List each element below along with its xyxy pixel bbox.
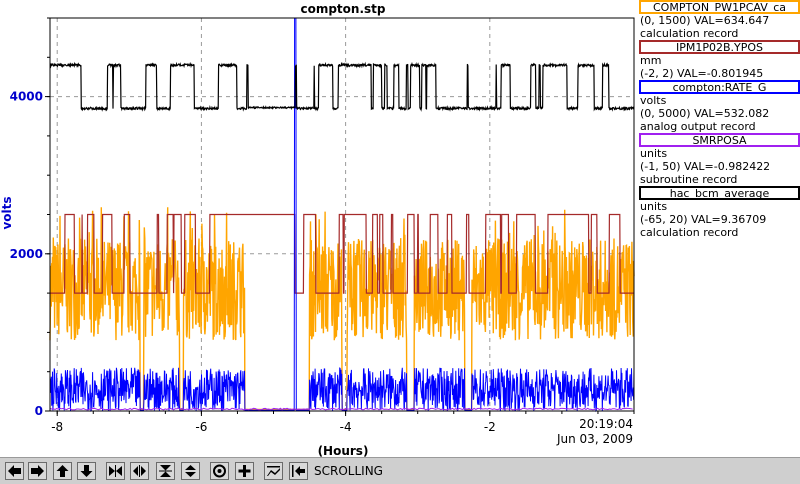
zoom-out-horizontal-button[interactable]	[130, 462, 149, 480]
reset-icon	[238, 465, 251, 477]
x-tick-label: -4	[340, 420, 352, 434]
scroll-status-label: SCROLLING	[314, 464, 383, 478]
pan-left-icon	[8, 465, 21, 477]
legend-record: analog output record	[640, 120, 756, 133]
pan-down-button[interactable]	[77, 462, 96, 480]
y-axis-label: volts	[0, 196, 14, 229]
series-layer	[49, 17, 635, 413]
legend-range: (-65, 20) VAL=9.36709	[640, 213, 767, 226]
toggle-style-icon	[267, 466, 280, 476]
pan-right-button[interactable]	[28, 462, 47, 480]
zoom-out-vertical-button[interactable]	[181, 462, 200, 480]
legend-record: calculation record	[640, 27, 739, 40]
scroll-button[interactable]	[289, 462, 308, 480]
zoom-in-vertical-button[interactable]	[156, 462, 175, 480]
zoom-in-horizontal-button[interactable]	[106, 462, 125, 480]
series-line-smrposa	[49, 407, 633, 411]
toggle-style-button[interactable]	[264, 462, 283, 480]
pan-right-icon	[31, 465, 44, 477]
zoom-in-vertical-icon	[159, 465, 172, 477]
legend-item-smrposa[interactable]: SMRPOSA units (-1, 50) VAL=-0.982422 sub…	[639, 133, 800, 186]
legend-range: (0, 5000) VAL=532.082	[640, 107, 770, 120]
y-tick-label: 4000	[10, 90, 43, 104]
strip-chart[interactable]: compton.stp volts -8 -6 -4 -2 0 2000 4000 20:1…	[0, 0, 638, 457]
legend-record: calculation record	[640, 226, 739, 239]
pan-up-button[interactable]	[53, 462, 72, 480]
legend-item-compton-pw1pcav[interactable]: COMPTON_PW1PCAV_ca (0, 1500) VAL=634.647…	[639, 0, 800, 40]
legend-name[interactable]: COMPTON_PW1PCAV_ca	[639, 0, 800, 14]
legend-name[interactable]: compton:RATE_G	[639, 80, 800, 94]
y-tick-label: 2000	[10, 247, 43, 261]
x-tick-label: -6	[195, 420, 207, 434]
legend-name[interactable]: hac_bcm_average	[639, 186, 800, 200]
x-tick-label: -8	[51, 420, 63, 434]
y-tick-label: 0	[35, 404, 43, 418]
axes: -8 -6 -4 -2 0 2000 4000	[10, 17, 635, 434]
legend-name[interactable]: IPM1P02B.YPOS	[639, 40, 800, 54]
legend-range: (-2, 2) VAL=-0.801945	[640, 67, 764, 80]
legend-range: (-1, 50) VAL=-0.982422	[640, 160, 771, 173]
legend-units: volts	[640, 94, 667, 107]
legend-units: units	[640, 147, 668, 160]
legend: COMPTON_PW1PCAV_ca (0, 1500) VAL=634.647…	[639, 0, 800, 239]
toolbar: SCROLLING	[0, 457, 800, 484]
zoom-out-horizontal-icon	[133, 465, 146, 477]
legend-item-hac-bcm-average[interactable]: hac_bcm_average units (-65, 20) VAL=9.36…	[639, 186, 800, 239]
zoom-out-vertical-icon	[185, 465, 196, 477]
legend-item-ipm1p02b-ypos[interactable]: IPM1P02B.YPOS mm (-2, 2) VAL=-0.801945	[639, 40, 800, 80]
zoom-in-horizontal-icon	[109, 465, 122, 477]
x-axis-label: (Hours)	[318, 444, 369, 457]
scroll-icon	[292, 465, 305, 477]
auto-scale-button[interactable]	[210, 462, 229, 480]
end-date-label: Jun 03, 2009	[556, 432, 633, 446]
legend-units: mm	[640, 54, 662, 67]
pan-down-icon	[80, 465, 93, 477]
x-tick-label: -2	[484, 420, 496, 434]
auto-scale-icon	[213, 464, 226, 478]
legend-name[interactable]: SMRPOSA	[639, 133, 800, 147]
series-line-compton-rate-g	[49, 17, 635, 413]
pan-left-button[interactable]	[5, 462, 24, 480]
series-line-hac-bcm-average	[49, 61, 635, 112]
series-line-ipm1p02b-ypos	[50, 213, 634, 294]
legend-units: units	[640, 200, 668, 213]
pan-up-icon	[56, 465, 69, 477]
reset-button[interactable]	[235, 462, 254, 480]
legend-record: subroutine record	[640, 173, 738, 186]
end-time-label: 20:19:04	[579, 417, 633, 431]
legend-item-compton-rate-g[interactable]: compton:RATE_G volts (0, 5000) VAL=532.0…	[639, 80, 800, 133]
legend-range: (0, 1500) VAL=634.647	[640, 14, 770, 27]
chart-title: compton.stp	[300, 2, 385, 16]
